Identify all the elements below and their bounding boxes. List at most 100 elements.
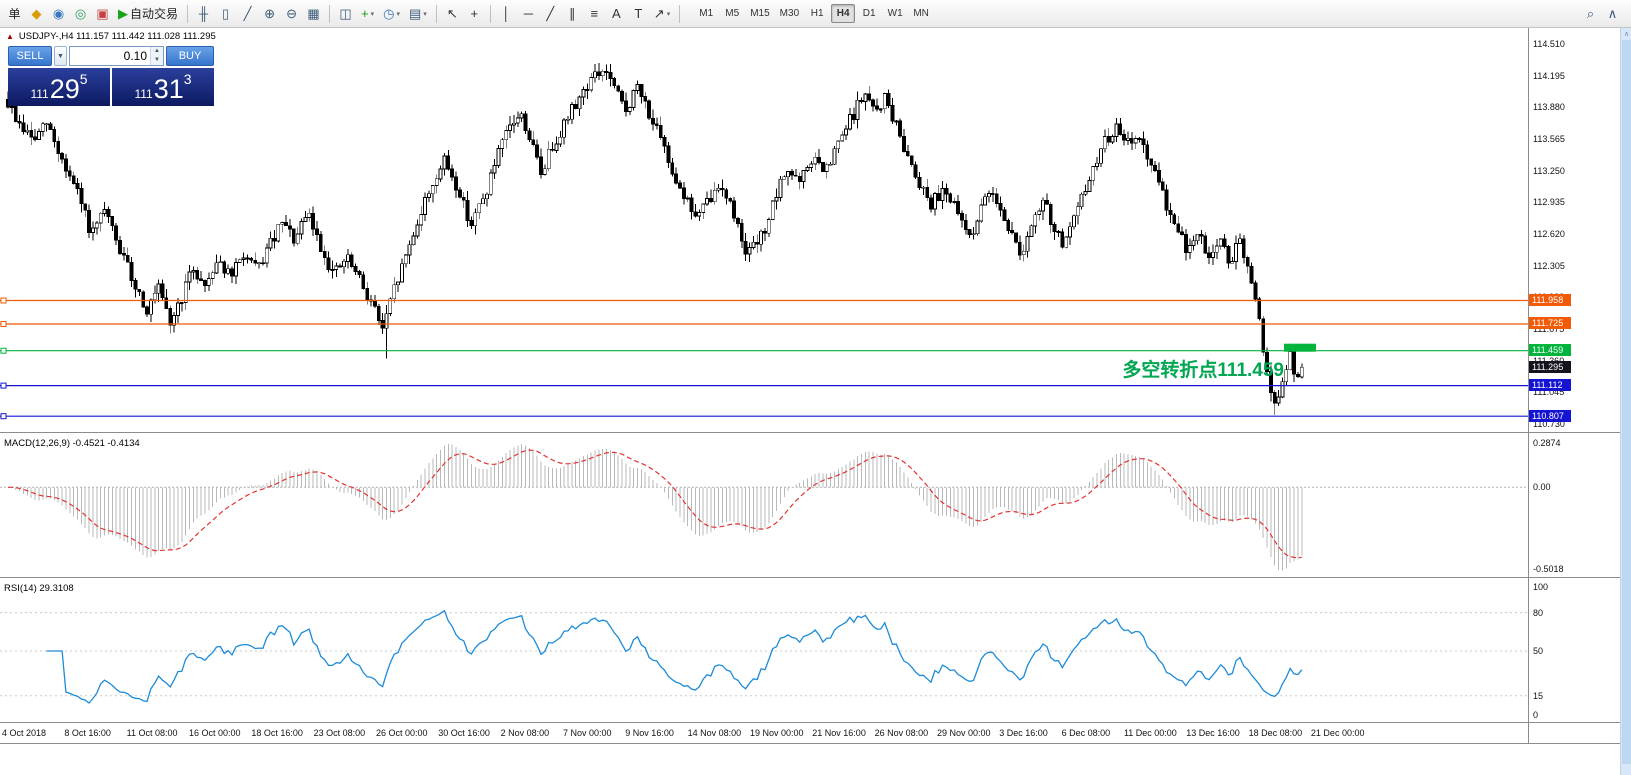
trade-controls-row: SELL ▼ ▲ ▼ BUY [8,46,214,66]
crosshair-icon[interactable]: + [464,3,485,25]
time-axis-label: 26 Oct 00:00 [375,728,428,738]
price-axis-label: 113.880 [1533,102,1565,113]
shapes-icon[interactable]: ↗ ▾ [650,3,674,25]
fibonacci-icon[interactable]: ≡ [584,3,605,25]
order-menu-button[interactable]: 单 [4,3,25,25]
bid-ask-row: 111 29 5 111 31 3 [8,68,214,106]
sell-button[interactable]: SELL [8,46,52,66]
volume-down-icon[interactable]: ▼ [151,56,163,65]
data-window-icon[interactable]: ◉ [48,3,69,25]
chart-grid-icon[interactable]: ▦ [303,3,324,25]
level-price-tag: 111.958 [1529,294,1571,307]
order-menu-button-label: 单 [8,7,21,21]
tile-windows-icon[interactable]: ◫ [335,3,356,25]
toolbar-separator [435,4,437,23]
toolbar: 单 ◆ ◉ ◎ ▣ ▶ 自动交易 ╫ ▯ ╱ ⊕ ⊖ ▦ ◫ + ▾ ◷ ▾ ▤ ▾ ↖ + │ ─ ╱ ∥ ≡ A T ↗ ▾ M1 M5 M… [0,0,1631,28]
add-indicator-icon[interactable]: + ▾ [357,3,378,25]
scroll-up-icon[interactable]: ∧ [1623,30,1630,38]
chart-grid-icon-glyph: ▦ [307,6,320,21]
template-icon-glyph: ▤ [408,6,422,21]
rsi-axis-label: 15 [1533,690,1544,701]
scrollbar-thumb[interactable] [1622,40,1631,764]
level-price-tag: 110.807 [1529,409,1571,422]
toolbar-right: ⌕ ∧ [1580,3,1623,25]
timeframe-button-m1[interactable]: M1 [694,4,718,23]
terminal-icon[interactable]: ▣ [92,3,113,25]
timeframe-button-d1[interactable]: D1 [857,4,881,23]
line-chart-icon-glyph: ╱ [243,6,252,21]
ask-price-display[interactable]: 111 31 3 [112,68,214,106]
timeframe-button-w1[interactable]: W1 [883,4,907,23]
one-click-collapse-icon[interactable]: ▲ [6,31,14,41]
data-window-icon-glyph: ◉ [52,6,65,21]
zoom-out-icon-glyph: ⊖ [286,6,297,21]
text-icon-glyph: A [611,6,621,21]
timeframe-button-m5[interactable]: M5 [720,4,744,23]
level-price-tag: 111.459 [1529,344,1571,357]
level-price-tag: 111.112 [1529,379,1571,392]
symbol-search-icon[interactable]: ⌕ [1580,3,1601,25]
time-axis[interactable]: 4 Oct 2018 8 Oct 16:00 11 Oct 08:00 16 Oct … [0,724,1528,743]
caret-down-icon: ▾ [666,10,671,18]
ask-big-figure: 111 [134,87,153,101]
time-axis-label: 18 Dec 08:00 [1248,728,1303,738]
zoom-in-icon[interactable]: ⊕ [259,3,280,25]
market-watch-icon-glyph: ◆ [31,6,42,21]
time-axis-label: 13 Dec 16:00 [1186,728,1240,738]
volume-input[interactable] [70,47,150,65]
price-axis-label: 110.730 [1533,418,1565,429]
navigator-icon[interactable]: ◎ [70,3,91,25]
toolbar-separator [489,4,491,23]
price-scale[interactable]: 114.510 114.195 113.880 113.565 113.250 112.9… [1529,0,1620,775]
volume-spinner: ▲ ▼ [150,47,163,65]
pivot-annotation-text: 多空转折点111.459 [1122,360,1284,381]
navigator-icon-glyph: ◎ [74,6,87,21]
zoom-out-icon[interactable]: ⊖ [281,3,302,25]
line-chart-icon[interactable]: ╱ [237,3,258,25]
vertical-line-icon[interactable]: │ [496,3,517,25]
one-click-trading-panel: SELL ▼ ▲ ▼ BUY 111 29 5 111 31 3 [8,46,214,106]
bid-price-display[interactable]: 111 29 5 [8,68,110,106]
label-icon-glyph: T [634,6,643,21]
label-icon[interactable]: T [628,3,649,25]
timeframe-button-h4[interactable]: H4 [831,4,856,23]
rsi-panel-separator[interactable] [0,577,1631,578]
horizontal-line-icon[interactable]: ─ [518,3,539,25]
buy-button[interactable]: BUY [166,46,214,66]
text-icon[interactable]: A [606,3,627,25]
price-axis-label: 113.565 [1533,133,1565,144]
trendline-icon[interactable]: ╱ [540,3,561,25]
rsi-axis-label: 80 [1533,607,1544,618]
sell-options-caret-icon[interactable]: ▼ [54,46,67,66]
vertical-line-icon-glyph: │ [502,6,511,21]
channel-icon[interactable]: ∥ [562,3,583,25]
ohlc-bars-icon[interactable]: ╫ [193,3,214,25]
autotrade-button[interactable]: ▶ 自动交易 [114,3,182,25]
volume-field: ▲ ▼ [69,46,164,66]
timeframe-button-h1[interactable]: H1 [805,4,829,23]
collapse-toolbar-icon[interactable]: ∧ [1602,3,1623,25]
time-axis-label: 19 Nov 00:00 [749,728,804,738]
cursor-icon[interactable]: ↖ [442,3,463,25]
timeframe-button-m30[interactable]: M30 [776,4,803,23]
caret-down-icon: ▾ [423,10,427,18]
market-watch-icon[interactable]: ◆ [26,3,47,25]
vertical-scrollbar[interactable]: ∧ [1620,28,1631,775]
volume-up-icon[interactable]: ▲ [151,47,163,56]
timeframe-button-mn[interactable]: MN [909,4,933,23]
template-icon[interactable]: ▤ ▾ [405,3,431,25]
ask-fraction: 3 [183,71,192,87]
level-price-tag: 111.725 [1529,317,1571,330]
time-axis-label: 7 Nov 00:00 [562,728,612,738]
period-clock-icon[interactable]: ◷ ▾ [379,3,404,25]
time-axis-label: 8 Oct 16:00 [64,728,111,738]
time-axis-label: 21 Nov 16:00 [812,728,866,738]
timeframe-button-m15[interactable]: M15 [746,4,773,23]
time-axis-label: 26 Nov 08:00 [874,728,929,738]
macd-panel-separator[interactable] [0,432,1631,433]
price-scale-border [1528,28,1529,743]
cursor-icon-glyph: ↖ [446,6,458,21]
channel-icon-glyph: ∥ [569,6,576,21]
candlestick-icon[interactable]: ▯ [215,3,236,25]
